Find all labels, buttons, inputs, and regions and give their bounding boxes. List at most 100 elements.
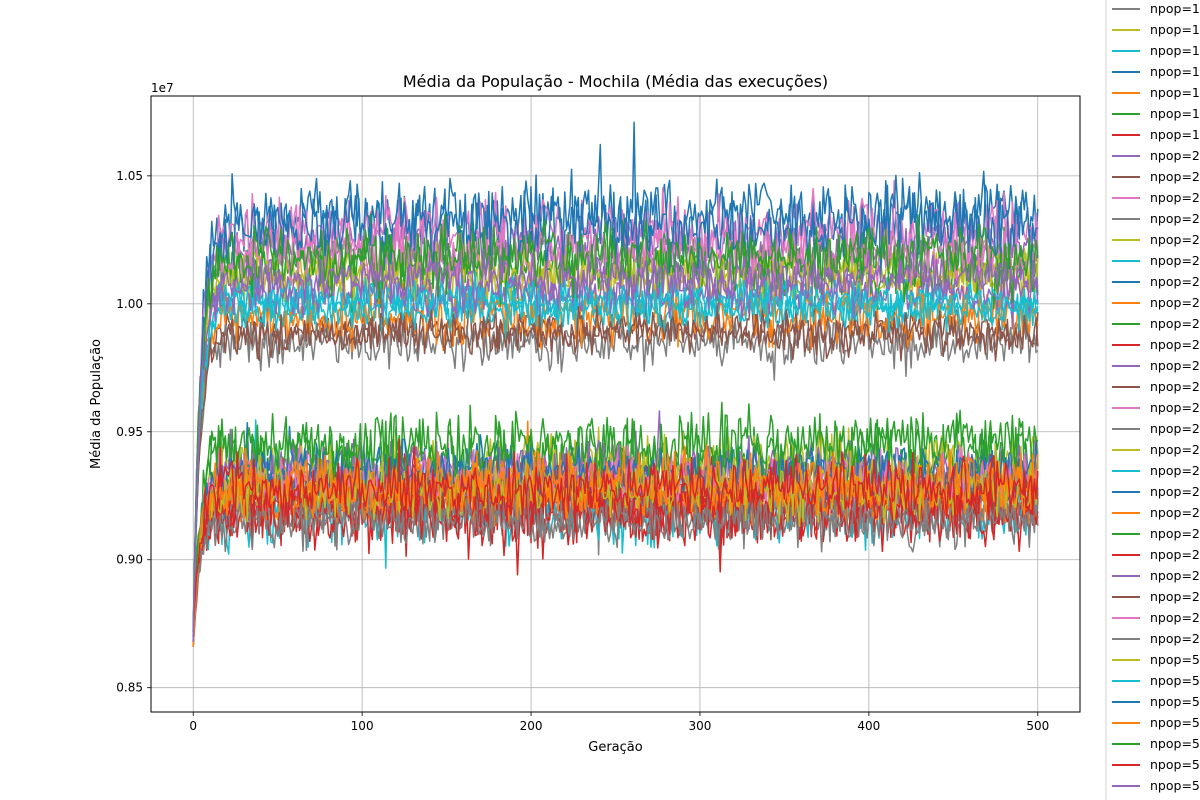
legend-item: npop=1: [1112, 1, 1200, 16]
legend-item: npop=2: [1112, 274, 1200, 289]
series-line: [192, 247, 1039, 642]
legend-label: npop=2: [1150, 421, 1200, 436]
legend-item: npop=2: [1112, 631, 1200, 646]
y-tick-label: 0.85: [116, 681, 143, 695]
legend-item: npop=2: [1112, 547, 1200, 562]
x-tick-label: 400: [857, 719, 880, 733]
legend-label: npop=2: [1150, 295, 1200, 310]
legend-item: npop=2: [1112, 379, 1200, 394]
legend-label: npop=5: [1150, 715, 1200, 730]
legend-item: npop=5: [1112, 694, 1200, 709]
legend-item: npop=1: [1112, 22, 1200, 37]
legend-item: npop=2: [1112, 526, 1200, 541]
legend-label: npop=2: [1150, 463, 1200, 478]
legend-label: npop=1: [1150, 43, 1200, 58]
legend-item: npop=2: [1112, 589, 1200, 604]
legend-item: npop=1: [1112, 127, 1200, 142]
legend-item: npop=5: [1112, 652, 1200, 667]
legend-item: npop=2: [1112, 484, 1200, 499]
legend-label: npop=2: [1150, 337, 1200, 352]
legend-item: npop=2: [1112, 400, 1200, 415]
series-line: [192, 444, 1039, 647]
x-tick-label: 0: [189, 719, 197, 733]
series-line: [192, 271, 1039, 632]
legend-item: npop=2: [1112, 169, 1200, 184]
legend-item: npop=2: [1112, 442, 1200, 457]
legend-label: npop=2: [1150, 442, 1200, 457]
y-tick-label: 0.95: [116, 425, 143, 439]
legend-label: npop=2: [1150, 316, 1200, 331]
series-line: [192, 255, 1039, 647]
legend-label: npop=1: [1150, 22, 1200, 37]
legend-label: npop=2: [1150, 358, 1200, 373]
legend-label: npop=5: [1150, 652, 1200, 667]
x-axis: 0 100 200 300 400 500: [189, 712, 1049, 733]
legend-item: npop=2: [1112, 463, 1200, 478]
legend-label: npop=2: [1150, 568, 1200, 583]
legend-label: npop=1: [1150, 1, 1200, 16]
y-axis-label: Média da População: [89, 339, 104, 469]
legend-item: npop=2: [1112, 505, 1200, 520]
legend-item: npop=2: [1112, 211, 1200, 226]
legend-label: npop=2: [1150, 484, 1200, 499]
legend-item: npop=1: [1112, 43, 1200, 58]
legend-label: npop=1: [1150, 64, 1200, 79]
legend-item: npop=2: [1112, 316, 1200, 331]
legend-item: npop=2: [1112, 358, 1200, 373]
legend-label: npop=2: [1150, 547, 1200, 562]
legend-label: npop=2: [1150, 169, 1200, 184]
legend-label: npop=2: [1150, 589, 1200, 604]
series-line: [192, 470, 1039, 647]
legend-label: npop=1: [1150, 85, 1200, 100]
grid-layer: [151, 96, 1080, 712]
legend-label: npop=2: [1150, 526, 1200, 541]
x-tick-label: 100: [351, 719, 374, 733]
y-tick-label: 1.05: [116, 169, 143, 183]
legend-item: npop=5: [1112, 736, 1200, 751]
series-line: [192, 438, 1039, 632]
series-layer: [192, 121, 1039, 647]
legend: npop=1 npop=1 npop=1 npop=1 npop=1 npop=1 npop…: [1105, 0, 1200, 800]
legend-label: npop=2: [1150, 211, 1200, 226]
legend-label: npop=2: [1150, 232, 1200, 247]
legend-label: npop=2: [1150, 190, 1200, 205]
plot-frame: [150, 95, 1081, 713]
chart-title: Média da População - Mochila (Média das …: [403, 72, 828, 91]
legend-item: npop=2: [1112, 568, 1200, 583]
legend-item: npop=2: [1112, 190, 1200, 205]
legend-item: npop=2: [1112, 253, 1200, 268]
legend-item: npop=5: [1112, 715, 1200, 730]
legend-item: npop=1: [1112, 64, 1200, 79]
legend-item: npop=1: [1112, 85, 1200, 100]
legend-item: npop=5: [1112, 757, 1200, 772]
legend-label: npop=2: [1150, 400, 1200, 415]
legend-item: npop=1: [1112, 106, 1200, 121]
legend-item: npop=2: [1112, 337, 1200, 352]
x-tick-label: 300: [689, 719, 712, 733]
y-tick-label: 0.90: [116, 553, 143, 567]
legend-label: npop=2: [1150, 379, 1200, 394]
x-tick-label: 200: [520, 719, 543, 733]
legend-label: npop=5: [1150, 778, 1200, 793]
legend-label: npop=5: [1150, 673, 1200, 688]
series-line: [192, 121, 1039, 647]
series-line: [192, 401, 1039, 642]
legend-label: npop=2: [1150, 610, 1200, 625]
y-axis: 0.85 0.90 0.95 1.00 1.05: [116, 169, 151, 695]
legend-label: npop=1: [1150, 106, 1200, 121]
y-tick-label: 1.00: [116, 297, 143, 311]
legend-label: npop=5: [1150, 694, 1200, 709]
legend-label: npop=2: [1150, 148, 1200, 163]
series-line: [192, 303, 1039, 632]
legend-label: npop=2: [1150, 274, 1200, 289]
legend-label: npop=2: [1150, 505, 1200, 520]
series-line: [192, 213, 1039, 637]
legend-item: npop=2: [1112, 232, 1200, 247]
legend-label: npop=1: [1150, 127, 1200, 142]
x-axis-label: Geração: [588, 740, 642, 755]
y-axis-offset-label: 1e7: [151, 81, 174, 95]
legend-label: npop=5: [1150, 736, 1200, 751]
series-line: [192, 446, 1039, 647]
legend-item: npop=5: [1112, 673, 1200, 688]
